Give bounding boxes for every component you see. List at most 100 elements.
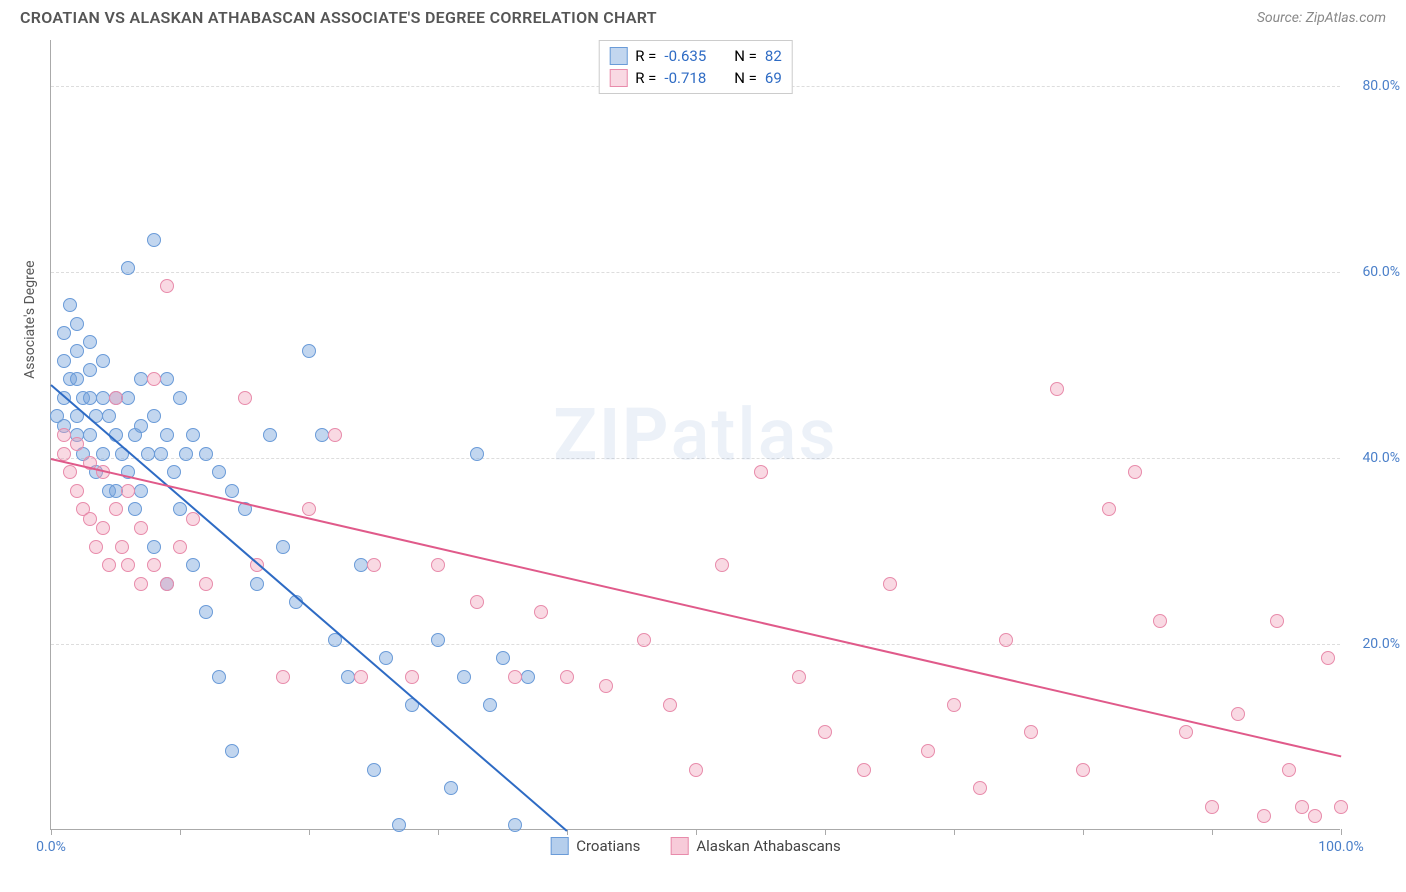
data-point bbox=[186, 428, 200, 442]
data-point bbox=[57, 326, 71, 340]
legend-label: Croatians bbox=[576, 837, 640, 855]
data-point bbox=[57, 447, 71, 461]
data-point bbox=[1231, 707, 1245, 721]
data-point bbox=[1050, 382, 1064, 396]
data-point bbox=[354, 558, 368, 572]
data-point bbox=[134, 484, 148, 498]
data-point bbox=[121, 391, 135, 405]
data-point bbox=[173, 502, 187, 516]
data-point bbox=[379, 651, 393, 665]
scatter-chart: ZIPatlas R = -0.635 N = 82 R = -0.718 N … bbox=[50, 40, 1340, 830]
swatch-athabascans bbox=[609, 69, 627, 87]
data-point bbox=[147, 372, 161, 386]
data-point bbox=[167, 465, 181, 479]
data-point bbox=[102, 409, 116, 423]
x-tick-label: 0.0% bbox=[36, 839, 66, 855]
data-point bbox=[70, 317, 84, 331]
data-point bbox=[147, 233, 161, 247]
data-point bbox=[147, 409, 161, 423]
data-point bbox=[179, 447, 193, 461]
data-point bbox=[1153, 614, 1167, 628]
x-tick bbox=[51, 829, 52, 835]
y-tick-label: 40.0% bbox=[1345, 450, 1400, 466]
data-point bbox=[141, 447, 155, 461]
data-point bbox=[134, 372, 148, 386]
data-point bbox=[160, 428, 174, 442]
data-point bbox=[599, 679, 613, 693]
data-point bbox=[857, 763, 871, 777]
data-point bbox=[973, 781, 987, 795]
data-point bbox=[96, 391, 110, 405]
data-point bbox=[160, 577, 174, 591]
watermark: ZIPatlas bbox=[553, 392, 837, 477]
r-label: R = bbox=[635, 69, 656, 87]
grid-line bbox=[51, 644, 1340, 645]
data-point bbox=[121, 558, 135, 572]
data-point bbox=[134, 419, 148, 433]
data-point bbox=[1076, 763, 1090, 777]
data-point bbox=[818, 725, 832, 739]
data-point bbox=[1024, 725, 1038, 739]
x-tick bbox=[1083, 829, 1084, 835]
data-point bbox=[431, 558, 445, 572]
data-point bbox=[947, 698, 961, 712]
chart-title: CROATIAN VS ALASKAN ATHABASCAN ASSOCIATE… bbox=[20, 8, 657, 27]
x-tick bbox=[1212, 829, 1213, 835]
data-point bbox=[160, 372, 174, 386]
data-point bbox=[83, 428, 97, 442]
source-label: Source: ZipAtlas.com bbox=[1257, 10, 1386, 26]
n-value: 69 bbox=[765, 69, 782, 87]
data-point bbox=[263, 428, 277, 442]
data-point bbox=[147, 558, 161, 572]
data-point bbox=[328, 428, 342, 442]
data-point bbox=[521, 670, 535, 684]
data-point bbox=[792, 670, 806, 684]
x-tick bbox=[954, 829, 955, 835]
data-point bbox=[70, 484, 84, 498]
data-point bbox=[470, 447, 484, 461]
data-point bbox=[238, 391, 252, 405]
data-point bbox=[276, 540, 290, 554]
data-point bbox=[1321, 651, 1335, 665]
data-point bbox=[121, 261, 135, 275]
x-tick bbox=[180, 829, 181, 835]
data-point bbox=[367, 763, 381, 777]
r-value: -0.635 bbox=[664, 47, 706, 65]
data-point bbox=[115, 540, 129, 554]
data-point bbox=[173, 540, 187, 554]
data-point bbox=[109, 502, 123, 516]
swatch-croatians bbox=[609, 47, 627, 65]
x-tick bbox=[696, 829, 697, 835]
y-axis-label: Associate's Degree bbox=[22, 260, 38, 378]
grid-line bbox=[51, 272, 1340, 273]
r-value: -0.718 bbox=[664, 69, 706, 87]
data-point bbox=[83, 391, 97, 405]
data-point bbox=[121, 484, 135, 498]
x-tick bbox=[825, 829, 826, 835]
data-point bbox=[134, 521, 148, 535]
data-point bbox=[1257, 809, 1271, 823]
legend-label: Alaskan Athabascans bbox=[696, 837, 840, 855]
data-point bbox=[508, 670, 522, 684]
data-point bbox=[1179, 725, 1193, 739]
data-point bbox=[431, 633, 445, 647]
data-point bbox=[102, 558, 116, 572]
data-point bbox=[302, 502, 316, 516]
x-tick bbox=[1341, 829, 1342, 835]
data-point bbox=[367, 558, 381, 572]
data-point bbox=[186, 558, 200, 572]
data-point bbox=[444, 781, 458, 795]
data-point bbox=[276, 670, 290, 684]
data-point bbox=[637, 633, 651, 647]
data-point bbox=[109, 484, 123, 498]
data-point bbox=[483, 698, 497, 712]
data-point bbox=[212, 670, 226, 684]
data-point bbox=[160, 279, 174, 293]
grid-line bbox=[51, 458, 1340, 459]
swatch-athabascans bbox=[670, 837, 688, 855]
data-point bbox=[508, 818, 522, 832]
y-tick-label: 20.0% bbox=[1345, 636, 1400, 652]
data-point bbox=[96, 354, 110, 368]
data-point bbox=[405, 670, 419, 684]
data-point bbox=[199, 447, 213, 461]
